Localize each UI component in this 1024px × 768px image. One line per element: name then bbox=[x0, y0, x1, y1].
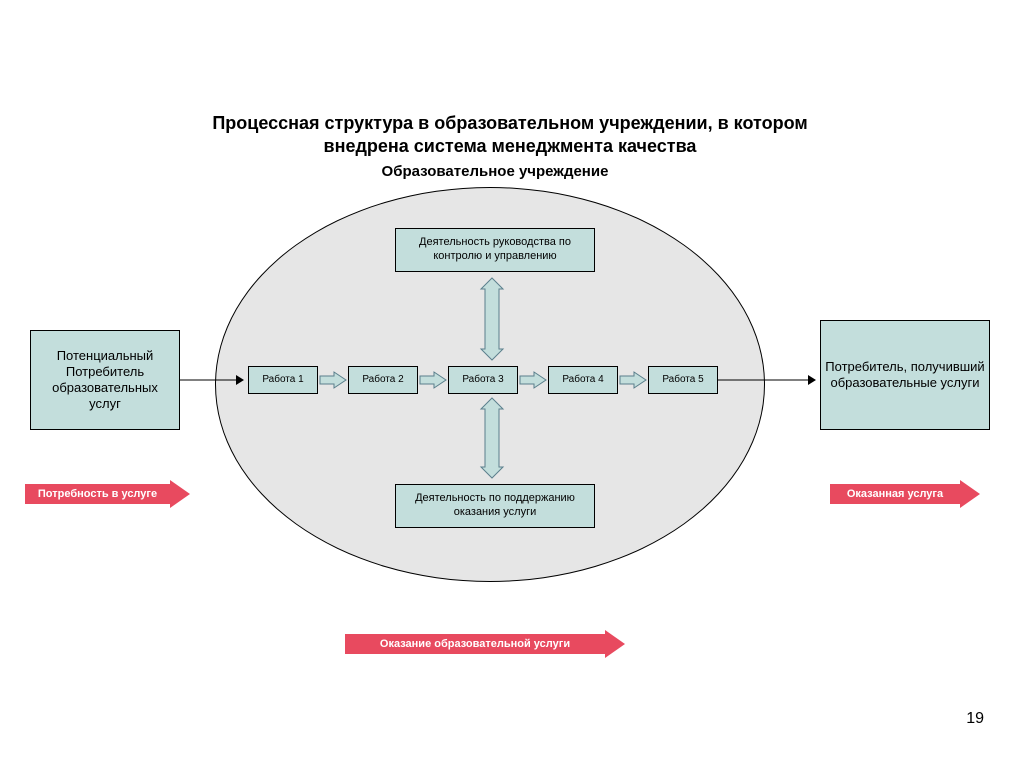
arrowhead-icon bbox=[960, 480, 980, 508]
red-arrow-service: Оказание образовательной услуги bbox=[345, 630, 625, 658]
arrowhead-icon bbox=[170, 480, 190, 508]
arrowhead-icon bbox=[605, 630, 625, 658]
red-arrow-need: Потребность в услуге bbox=[25, 480, 190, 508]
red-arrow-provided: Оказанная услуга bbox=[830, 480, 980, 508]
red-arrow-service-label: Оказание образовательной услуги bbox=[345, 634, 605, 654]
page-number: 19 bbox=[966, 710, 984, 728]
page-number-text: 19 bbox=[966, 710, 984, 727]
red-arrow-need-label: Потребность в услуге bbox=[25, 484, 170, 504]
red-arrow-provided-label: Оказанная услуга bbox=[830, 484, 960, 504]
